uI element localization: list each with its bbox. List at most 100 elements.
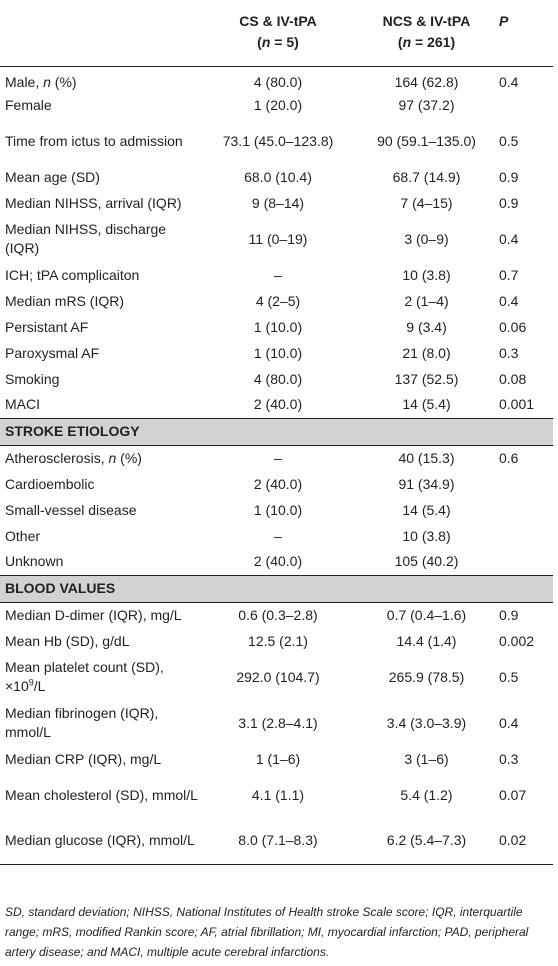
- cs-value: 73.1 (45.0–123.8): [222, 132, 334, 149]
- table-row: Time from ictus to admission 73.1 (45.0–1…: [0, 118, 553, 164]
- header-cs-title: CS & IV-tPA: [239, 13, 317, 29]
- cs-value: 2 (40.0): [253, 475, 303, 492]
- data-table: CS & IV-tPA (n = 5) NCS & IV-tPA (n = 26…: [0, 0, 553, 865]
- cs-value: 1 (10.0): [253, 318, 303, 335]
- row-label-text: Other: [5, 527, 41, 544]
- ncs-value: 91 (34.9): [398, 475, 455, 492]
- row-label: Median D-dimer (IQR), mg/L: [0, 602, 198, 628]
- row-label-text: Atherosclerosis,: [5, 449, 109, 466]
- cs-value: 4 (80.0): [253, 73, 303, 90]
- row-label-text: Median NIHSS, discharge (IQR): [5, 221, 167, 256]
- header-ncs-title: NCS & IV-tPA: [382, 13, 471, 29]
- ncs-value: 7 (4–15): [400, 194, 453, 211]
- section-blood-values: BLOOD VALUES: [0, 574, 553, 603]
- cs-value: 4.1 (1.1): [251, 786, 305, 803]
- paren: (: [397, 34, 403, 50]
- p-value: 0.001: [499, 396, 535, 413]
- table-row: MACI 2 (40.0) 14 (5.4) 0.001: [0, 392, 553, 418]
- p-value: 0.08: [499, 370, 527, 387]
- row-label-text: Median CRP (IQR), mg/L: [5, 750, 162, 767]
- p-value: 0.5: [499, 668, 519, 685]
- row-label-text: Median NIHSS, arrival (IQR): [5, 194, 182, 211]
- p-value: 0.7: [499, 266, 519, 283]
- cs-value: –: [274, 527, 282, 544]
- cs-value: 12.5 (2.1): [248, 632, 308, 649]
- table-row: Unknown 2 (40.0) 105 (40.2): [0, 549, 553, 575]
- p-value: [495, 523, 553, 549]
- row-label-text: Mean platelet count (SD), ×10: [5, 659, 164, 694]
- row-label-text: Median fibrinogen (IQR), mmol/L: [5, 705, 159, 740]
- table-row: Median glucose (IQR), mmol/L 8.0 (7.1–8.3…: [0, 818, 553, 865]
- cs-value: –: [274, 449, 282, 466]
- row-label: ICH; tPA complicaiton: [0, 262, 198, 288]
- cs-value: 292.0 (104.7): [236, 668, 320, 685]
- cs-value: 1 (10.0): [253, 344, 303, 361]
- ncs-value: 10 (3.8): [402, 527, 451, 544]
- ncs-value: 14 (5.4): [402, 501, 451, 518]
- row-label-text: Time from ictus to admission: [5, 132, 183, 149]
- cs-value: 2 (40.0): [253, 553, 303, 570]
- row-label: Small-vessel disease: [0, 497, 198, 523]
- row-label-sup: 9: [28, 677, 34, 688]
- row-label: Mean age (SD): [0, 164, 198, 190]
- row-label-text: Cardioembolic: [5, 475, 95, 492]
- table-row: Median CRP (IQR), mg/L 1 (1–6) 3 (1–6) 0.3: [0, 746, 553, 772]
- n-value: = 5): [270, 34, 299, 50]
- table-row: Persistant AF 1 (10.0) 9 (3.4) 0.06: [0, 314, 553, 340]
- table-row: Male, n (%) 4 (80.0) 164 (62.8) 0.4: [0, 66, 553, 92]
- cs-value: 1 (20.0): [253, 96, 303, 113]
- cs-value: 4 (2–5): [255, 292, 301, 309]
- row-label-rest: (%): [116, 449, 142, 466]
- table-row: Median NIHSS, arrival (IQR) 9 (8–14) 7 (4–…: [0, 190, 553, 216]
- table-footnote: SD, standard deviation; NIHSS, National …: [5, 905, 529, 959]
- row-label: MACI: [0, 392, 198, 418]
- cs-value: 1 (10.0): [253, 501, 303, 518]
- ncs-value: 3 (1–6): [404, 750, 449, 767]
- row-label: Median CRP (IQR), mg/L: [0, 746, 198, 772]
- row-label-rest: (%): [50, 73, 77, 90]
- row-label-rest: /L: [33, 678, 46, 694]
- row-label: Mean platelet count (SD), ×109/L: [0, 654, 198, 700]
- ncs-value: 265.9 (78.5): [388, 668, 465, 685]
- row-label-italic: n: [108, 449, 117, 466]
- table-row: Small-vessel disease 1 (10.0) 14 (5.4): [0, 497, 553, 523]
- table-row: Median mRS (IQR) 4 (2–5) 2 (1–4) 0.4: [0, 288, 553, 314]
- p-value: 0.9: [499, 606, 519, 623]
- table-row: Female 1 (20.0) 97 (37.2): [0, 92, 553, 118]
- row-label: Atherosclerosis, n (%): [0, 445, 198, 471]
- header-ncs-n: (n = 261): [358, 32, 495, 53]
- row-label: Other: [0, 523, 198, 549]
- p-value: 0.5: [499, 132, 519, 149]
- p-value: 0.6: [499, 449, 519, 466]
- p-value: 0.9: [499, 194, 519, 211]
- cs-value: 2 (40.0): [253, 396, 303, 413]
- paren: (: [257, 34, 262, 50]
- row-label: Median mRS (IQR): [0, 288, 198, 314]
- ncs-value: 68.7 (14.9): [392, 168, 461, 185]
- table-row: Mean age (SD) 68.0 (10.4) 68.7 (14.9) 0.9: [0, 164, 553, 190]
- ncs-value: 5.4 (1.2): [400, 786, 453, 803]
- header-label-col: [0, 0, 198, 67]
- table-row: Cardioembolic 2 (40.0) 91 (34.9): [0, 471, 553, 497]
- cs-value: 0.6 (0.3–2.8): [238, 606, 318, 623]
- cs-value: 8.0 (7.1–8.3): [198, 818, 358, 865]
- ncs-value: 6.2 (5.4–7.3): [358, 818, 495, 865]
- p-value: 0.4: [499, 73, 519, 90]
- row-label-text: MACI: [5, 396, 40, 413]
- p-value: 0.06: [499, 318, 527, 335]
- p-value: 0.002: [499, 632, 535, 649]
- table-row: Atherosclerosis, n (%) – 40 (15.3) 0.6: [0, 445, 553, 471]
- p-value: 0.4: [499, 714, 519, 731]
- header-ncs-ivtpa: NCS & IV-tPA (n = 261): [358, 0, 495, 67]
- cs-value: 3.1 (2.8–4.1): [238, 714, 318, 731]
- p-value: 0.3: [499, 344, 519, 361]
- row-label: Male, n (%): [0, 66, 198, 92]
- row-label: Paroxysmal AF: [0, 340, 198, 366]
- table-row: Mean platelet count (SD), ×109/L 292.0 (1…: [0, 654, 553, 700]
- header-cs-ivtpa: CS & IV-tPA (n = 5): [198, 0, 358, 67]
- section-title: STROKE ETIOLOGY: [0, 417, 553, 446]
- ncs-value: 2 (1–4): [404, 292, 449, 309]
- cs-value: 11 (0–19): [248, 230, 308, 247]
- table-row: Mean Hb (SD), g/dL 12.5 (2.1) 14.4 (1.4) 0.…: [0, 628, 553, 654]
- row-label-text: Mean age (SD): [5, 168, 100, 185]
